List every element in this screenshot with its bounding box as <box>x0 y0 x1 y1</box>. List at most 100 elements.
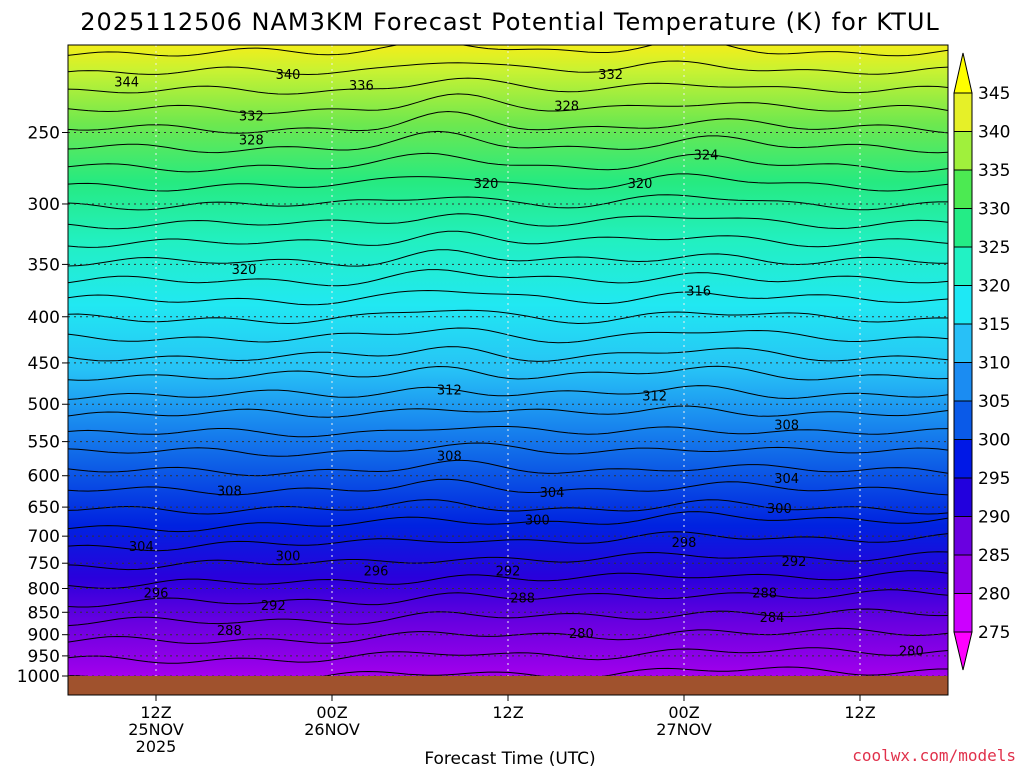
contour-label: 308 <box>774 419 799 434</box>
colorbar-band <box>953 246 973 286</box>
contour-line <box>68 647 948 664</box>
x-tick-label: 00Z <box>316 703 347 722</box>
y-tick-label: 600 <box>28 467 60 487</box>
y-tick-label: 1000 <box>17 667 60 687</box>
contour-line <box>68 173 948 192</box>
colorbar-label: 290 <box>978 508 1010 528</box>
contour-line <box>68 93 948 115</box>
contour-label: 300 <box>276 549 301 564</box>
y-tick-label: 750 <box>28 554 60 574</box>
contour-label: 320 <box>232 263 257 278</box>
colorbar-band <box>953 400 973 440</box>
colorbar-band <box>953 362 973 402</box>
x-tick-label: 00Z <box>668 703 699 722</box>
y-tick-label: 450 <box>28 354 60 374</box>
contour-label: 316 <box>686 284 711 299</box>
y-tick-label: 700 <box>28 527 60 547</box>
contour-line <box>68 45 948 57</box>
colorbar-band <box>953 208 973 248</box>
contour-line <box>68 570 948 589</box>
y-tick-label: 950 <box>28 647 60 667</box>
x-tick-label: 12Z <box>844 703 875 722</box>
colorbar-band <box>953 285 973 325</box>
y-tick-label: 250 <box>28 123 60 143</box>
contour-line <box>68 551 948 571</box>
y-tick-label: 350 <box>28 255 60 275</box>
contour-label: 312 <box>642 389 667 404</box>
contour-label: 288 <box>752 586 777 601</box>
x-axis-label: Forecast Time (UTC) <box>424 749 595 768</box>
credit-text: coolwx.com/models <box>852 746 1016 765</box>
x-tick-label: 12Z <box>140 703 171 722</box>
x-tick-label: 2025 <box>136 737 177 756</box>
contour-label: 280 <box>899 644 924 659</box>
grid-lines <box>68 45 948 695</box>
y-tick-label: 500 <box>28 395 60 415</box>
contour-label: 298 <box>672 536 697 551</box>
y-tick-label: 550 <box>28 433 60 453</box>
contour-line <box>68 230 948 248</box>
colorbar-label: 345 <box>978 84 1010 104</box>
y-tick-label: 650 <box>28 498 60 518</box>
y-axis-ticks: 250 300 350 400 450 500 550 600 650 700 750 800 850 9… <box>17 123 68 687</box>
contour-label: 336 <box>349 79 374 94</box>
colorbar-label: 285 <box>978 546 1010 566</box>
x-tick-label: 12Z <box>492 703 523 722</box>
contour-line <box>68 608 948 627</box>
contour-label: 344 <box>114 75 139 90</box>
plot-area <box>68 45 948 695</box>
colorbar-label: 275 <box>978 623 1010 643</box>
x-tick-label: 27NOV <box>656 720 712 739</box>
contour-label: 304 <box>129 540 154 555</box>
colorbar-label: 335 <box>978 161 1010 181</box>
contour-line <box>68 365 948 381</box>
contour-label: 292 <box>782 555 807 570</box>
contour-line <box>68 385 948 400</box>
colorbar-band <box>953 92 973 132</box>
colorbar-label: 295 <box>978 469 1010 489</box>
contour-label: 300 <box>525 514 550 529</box>
colorbar-band <box>953 439 973 479</box>
contour-label: 340 <box>276 68 301 83</box>
colorbar-label: 310 <box>978 354 1010 374</box>
contour-label: 332 <box>598 68 623 83</box>
y-tick-label: 900 <box>28 626 60 646</box>
contour-label: 300 <box>767 502 792 517</box>
y-tick-label: 850 <box>28 603 60 623</box>
contour-label: 324 <box>694 148 719 163</box>
colorbar-label: 320 <box>978 277 1010 297</box>
chart-title: 2025112506 NAM3KM Forecast Potential Tem… <box>80 8 940 36</box>
y-tick-label: 400 <box>28 308 60 328</box>
contour-line <box>68 511 948 533</box>
contour-label: 292 <box>261 599 286 614</box>
contour-line <box>68 405 948 418</box>
contour-line <box>68 309 948 325</box>
y-tick-label: 300 <box>28 195 60 215</box>
contour-label: 280 <box>569 627 594 642</box>
colorbar-label: 340 <box>978 123 1010 143</box>
contour-line <box>68 627 948 644</box>
contour-label: 308 <box>217 485 242 500</box>
contour-label: 292 <box>496 564 521 579</box>
colorbar-band <box>953 323 973 363</box>
contour-label: 304 <box>540 486 565 501</box>
contour-label: 296 <box>364 564 389 579</box>
colorbar-bottom-arrow <box>953 631 973 671</box>
colorbar-label: 315 <box>978 315 1010 335</box>
contour-label: 308 <box>437 449 462 464</box>
contour-line <box>68 194 948 211</box>
contour-label: 284 <box>760 611 785 626</box>
contour-label: 312 <box>437 384 462 399</box>
contour-line <box>68 269 948 287</box>
x-tick-label: 26NOV <box>304 720 360 739</box>
contour-label: 288 <box>217 624 242 639</box>
contour-label: 328 <box>239 133 264 148</box>
colorbar-band <box>953 516 973 556</box>
contour-line <box>68 289 948 306</box>
contour-line <box>68 459 948 477</box>
contour-line <box>68 442 948 457</box>
contour-label: 328 <box>554 100 579 115</box>
contour-label: 296 <box>144 586 169 601</box>
